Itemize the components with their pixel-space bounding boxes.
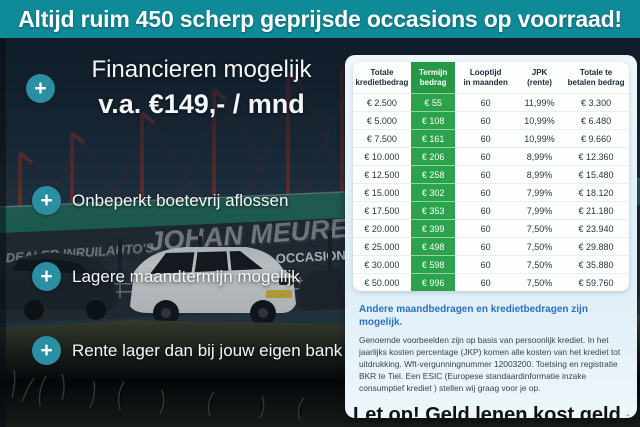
- other-amounts-note: Andere maandbedragen en kredietbedragen …: [359, 304, 588, 328]
- table-cell: € 15.000: [353, 183, 411, 202]
- finance-headline: + Financieren mogelijk v.a. €149,- / mnd: [26, 56, 336, 120]
- top-banner: Altijd ruim 450 scherp geprijsde occasio…: [0, 0, 640, 38]
- table-cell: 8,99%: [515, 165, 564, 184]
- table-cell: € 18.120: [563, 183, 629, 202]
- table-cell: € 17.500: [353, 201, 411, 220]
- table-cell: 10,99%: [515, 129, 564, 148]
- table-row: € 20.000 € 399 60 7,50% € 23.940: [353, 219, 629, 238]
- table-cell: 60: [455, 273, 516, 291]
- table-header-row: Totale kredietbedrag Termijn bedrag Loopti…: [353, 62, 629, 94]
- table-cell: € 29.880: [563, 237, 629, 256]
- finance-table: Totale kredietbedrag Termijn bedrag Loopti…: [353, 62, 629, 291]
- table-cell: 7,50%: [515, 219, 564, 238]
- credit-fineprint: Genoemde voorbeelden zijn op basis van p…: [359, 335, 621, 393]
- table-cell: € 399: [410, 219, 456, 238]
- table-cell: € 5.000: [353, 111, 411, 130]
- plus-icon: +: [32, 336, 61, 365]
- table-row: € 10.000 € 206 60 8,99% € 12.360: [353, 147, 629, 166]
- table-row: € 7.500 € 161 60 10,99% € 9.660: [353, 129, 629, 148]
- left-overlay: + Financieren mogelijk v.a. €149,- / mnd…: [0, 38, 345, 427]
- table-cell: 60: [455, 147, 516, 166]
- table-cell: € 12.360: [563, 147, 629, 166]
- table-row: € 2.500 € 55 60 11,99% € 3.300: [353, 93, 629, 112]
- table-cell: € 258: [410, 165, 456, 184]
- table-row: € 25.000 € 498 60 7,50% € 29.880: [353, 237, 629, 256]
- table-cell: € 10.000: [353, 147, 411, 166]
- bullet-aflossen: + Onbeperkt boetevrij aflossen: [32, 186, 344, 215]
- table-cell: € 35.880: [563, 255, 629, 274]
- table-cell: 60: [455, 165, 516, 184]
- plus-icon: +: [26, 74, 55, 103]
- table-cell: € 55: [410, 93, 456, 112]
- table-cell: € 12.500: [353, 165, 411, 184]
- bullet-label: Onbeperkt boetevrij aflossen: [72, 190, 289, 210]
- table-cell: € 598: [410, 255, 456, 274]
- table-cell: € 353: [410, 201, 456, 220]
- table-cell: € 6.480: [563, 111, 629, 130]
- plus-icon: +: [32, 186, 61, 215]
- finance-table-body: € 2.500 € 55 60 11,99% € 3.300 € 5.000 € 108 60…: [353, 93, 629, 291]
- table-cell: € 30.000: [353, 255, 411, 274]
- finance-table-panel: Totale kredietbedrag Termijn bedrag Loopti…: [353, 62, 629, 291]
- table-cell: € 3.300: [563, 93, 629, 112]
- header-jpk: JPK (rente): [527, 68, 552, 87]
- table-cell: € 161: [410, 129, 456, 148]
- table-cell: € 21.180: [563, 201, 629, 220]
- table-cell: € 108: [410, 111, 456, 130]
- table-cell: € 9.660: [563, 129, 629, 148]
- plus-icon: +: [32, 262, 61, 291]
- table-cell: € 7.500: [353, 129, 411, 148]
- table-cell: € 2.500: [353, 93, 411, 112]
- bullet-label: Rente lager dan bij jouw eigen bank: [72, 340, 343, 360]
- table-row: € 17.500 € 353 60 7,99% € 21.180: [353, 201, 629, 220]
- header-term: Termijn bedrag: [410, 62, 456, 94]
- header-total: Totale te betalen bedrag: [567, 68, 625, 87]
- credit-warning-text: Let op! Geld lenen kost geld: [353, 403, 621, 426]
- table-cell: 60: [455, 237, 516, 256]
- header-credit: Totale kredietbedrag: [355, 68, 409, 87]
- table-cell: € 20.000: [353, 219, 411, 238]
- banner-text: Altijd ruim 450 scherp geprijsde occasio…: [18, 5, 622, 32]
- table-cell: € 23.940: [563, 219, 629, 238]
- headline-line1: Financieren mogelijk: [91, 56, 312, 83]
- table-cell: 7,50%: [515, 273, 564, 291]
- table-cell: € 498: [410, 237, 456, 256]
- table-cell: 11,99%: [515, 93, 564, 112]
- table-cell: € 50.000: [353, 273, 411, 291]
- table-cell: € 15.480: [563, 165, 629, 184]
- table-row: € 50.000 € 996 60 7,50% € 59.760: [353, 273, 629, 291]
- header-duration: Looptijd in maanden: [463, 68, 508, 87]
- table-cell: € 302: [410, 183, 456, 202]
- bullet-label: Lagere maandtermijn mogelijk: [72, 266, 300, 286]
- table-cell: 7,50%: [515, 255, 564, 274]
- table-cell: € 206: [410, 147, 456, 166]
- table-cell: 10,99%: [515, 111, 564, 130]
- table-cell: 60: [455, 219, 516, 238]
- table-cell: 7,50%: [515, 237, 564, 256]
- table-row: € 12.500 € 258 60 8,99% € 15.480: [353, 165, 629, 184]
- table-cell: 60: [455, 111, 516, 130]
- table-cell: 8,99%: [515, 147, 564, 166]
- table-row: € 30.000 € 598 60 7,50% € 35.880: [353, 255, 629, 274]
- finance-card: Totale kredietbedrag Termijn bedrag Loopti…: [345, 55, 637, 426]
- table-cell: € 25.000: [353, 237, 411, 256]
- table-cell: € 59.760: [563, 273, 629, 291]
- table-cell: 60: [455, 129, 516, 148]
- credit-warning: Let op! Geld lenen kost geld €: [353, 404, 629, 427]
- bullet-rente: + Rente lager dan bij jouw eigen bank: [32, 336, 344, 365]
- table-cell: € 996: [410, 273, 456, 291]
- table-cell: 60: [455, 201, 516, 220]
- credit-warning-icon: €: [626, 414, 629, 417]
- table-cell: 7,99%: [515, 183, 564, 202]
- table-row: € 5.000 € 108 60 10,99% € 6.480: [353, 111, 629, 130]
- table-cell: 60: [455, 93, 516, 112]
- photo-left-edge: [0, 38, 6, 427]
- table-row: € 15.000 € 302 60 7,99% € 18.120: [353, 183, 629, 202]
- table-cell: 60: [455, 183, 516, 202]
- table-cell: 60: [455, 255, 516, 274]
- bullet-maandtermijn: + Lagere maandtermijn mogelijk: [32, 262, 344, 291]
- table-cell: 7,99%: [515, 201, 564, 220]
- headline-price: v.a. €149,- / mnd: [98, 89, 305, 119]
